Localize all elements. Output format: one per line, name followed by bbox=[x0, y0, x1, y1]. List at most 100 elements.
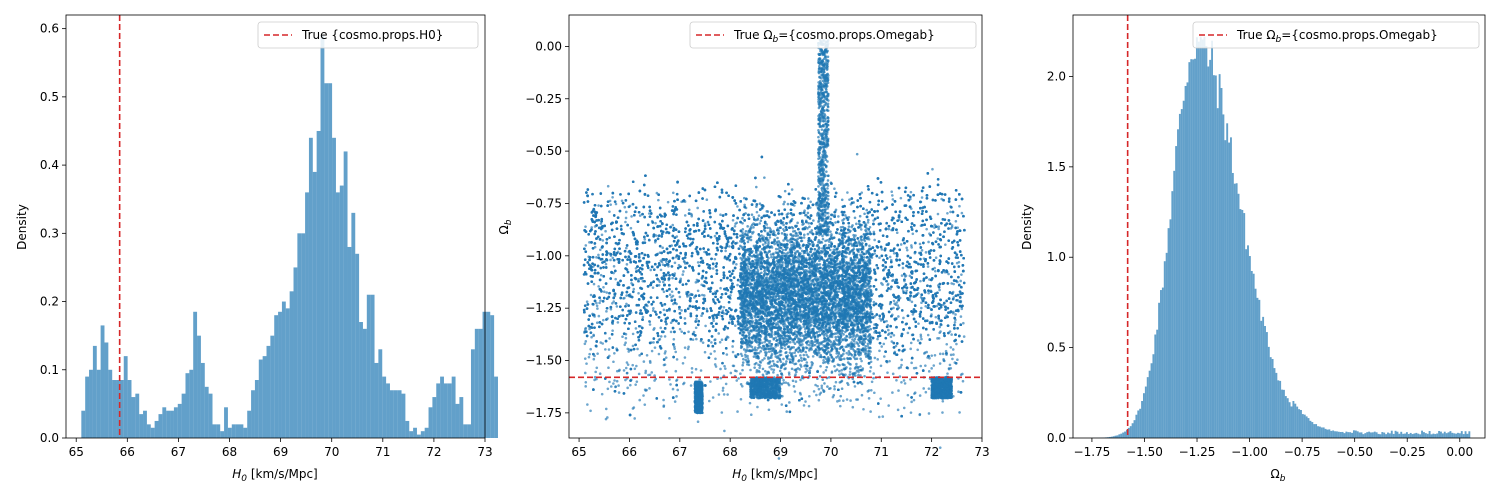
scatter-point bbox=[794, 390, 797, 393]
scatter-point bbox=[653, 374, 656, 377]
scatter-point bbox=[919, 280, 922, 283]
scatter-point bbox=[687, 330, 690, 333]
scatter-point bbox=[725, 383, 728, 386]
scatter-point bbox=[734, 324, 737, 327]
scatter-point bbox=[626, 372, 629, 375]
scatter-point bbox=[910, 342, 913, 345]
scatter-point bbox=[733, 365, 736, 368]
scatter-point bbox=[595, 378, 598, 381]
scatter-point bbox=[849, 370, 852, 373]
scatter-point bbox=[690, 384, 693, 387]
h0-histogram-bars bbox=[81, 35, 498, 438]
scatter-point bbox=[713, 350, 716, 353]
scatter-point bbox=[846, 398, 849, 401]
x-tick-label: 67 bbox=[171, 445, 186, 459]
histogram-bar bbox=[332, 138, 336, 438]
scatter-point bbox=[714, 363, 717, 366]
scatter-point bbox=[938, 225, 941, 228]
scatter-point bbox=[684, 346, 687, 349]
scatter-point bbox=[603, 290, 606, 293]
scatter-point bbox=[724, 250, 727, 253]
scatter-point bbox=[625, 247, 628, 250]
scatter-point bbox=[637, 292, 640, 295]
scatter-point bbox=[668, 417, 671, 420]
scatter-point bbox=[719, 341, 722, 344]
scatter-point bbox=[658, 353, 661, 356]
scatter-point bbox=[654, 222, 657, 225]
scatter-point bbox=[644, 370, 647, 373]
scatter-point bbox=[960, 373, 963, 376]
scatter-point bbox=[665, 260, 668, 263]
scatter-point bbox=[804, 371, 807, 374]
scatter-point bbox=[938, 289, 941, 292]
scatter-point bbox=[788, 401, 791, 404]
scatter-point bbox=[584, 340, 587, 343]
scatter-point bbox=[635, 365, 638, 368]
scatter-point bbox=[910, 401, 913, 404]
scatter-point bbox=[634, 368, 637, 371]
scatter-point bbox=[707, 221, 710, 224]
scatter-point bbox=[804, 400, 807, 403]
scatter-point bbox=[714, 235, 717, 238]
scatter-point bbox=[872, 377, 875, 380]
histogram-bar bbox=[143, 411, 147, 438]
scatter-point bbox=[684, 356, 687, 359]
scatter-point bbox=[927, 292, 930, 295]
histogram-bar bbox=[402, 394, 406, 438]
histogram-bar bbox=[209, 394, 213, 438]
scatter-point bbox=[920, 335, 923, 338]
scatter-point bbox=[643, 403, 646, 406]
scatter-point bbox=[951, 224, 954, 227]
scatter-point bbox=[913, 399, 916, 402]
scatter-point bbox=[938, 331, 941, 334]
scatter-point bbox=[592, 358, 595, 361]
scatter-point bbox=[675, 395, 678, 398]
scatter-point bbox=[660, 335, 663, 338]
scatter-point bbox=[809, 201, 812, 204]
scatter-point bbox=[680, 309, 683, 312]
scatter-point bbox=[944, 243, 947, 246]
scatter-point bbox=[910, 411, 913, 414]
h0-y-axis-label: Density bbox=[15, 204, 29, 250]
scatter-point bbox=[925, 351, 928, 354]
scatter-point bbox=[629, 384, 632, 387]
scatter-point bbox=[674, 351, 677, 354]
scatter-point bbox=[702, 341, 705, 344]
scatter-point bbox=[837, 215, 840, 218]
scatter-point bbox=[680, 330, 683, 333]
histogram-bar bbox=[328, 83, 332, 438]
scatter-point bbox=[584, 244, 587, 247]
scatter-point bbox=[961, 308, 964, 311]
scatter-point bbox=[942, 353, 945, 356]
scatter-point bbox=[652, 307, 655, 310]
x-tick-label: 72 bbox=[426, 445, 441, 459]
scatter-point bbox=[651, 350, 654, 353]
histogram-bar bbox=[189, 370, 193, 438]
scatter-point bbox=[735, 379, 738, 382]
scatter-point bbox=[732, 219, 735, 222]
histogram-bar bbox=[344, 151, 348, 438]
histogram-bar bbox=[240, 424, 244, 438]
scatter-point bbox=[712, 320, 715, 323]
scatter-point bbox=[916, 348, 919, 351]
scatter-point bbox=[710, 341, 713, 344]
histogram-bar bbox=[220, 431, 224, 438]
scatter-point bbox=[921, 196, 924, 199]
scatter-point bbox=[626, 263, 629, 266]
scatter-point bbox=[919, 413, 922, 416]
histogram-bar bbox=[413, 428, 417, 438]
scatter-point bbox=[599, 299, 602, 302]
histogram-bar bbox=[305, 192, 309, 438]
scatter-point bbox=[688, 209, 691, 212]
scatter-point bbox=[888, 228, 891, 231]
histogram-bar bbox=[436, 383, 440, 438]
scatter-point bbox=[952, 348, 955, 351]
scatter-point bbox=[799, 393, 802, 396]
scatter-point bbox=[623, 369, 626, 372]
scatter-point bbox=[880, 364, 883, 367]
scatter-point bbox=[601, 393, 604, 396]
histogram-bar bbox=[185, 373, 189, 438]
scatter-point bbox=[925, 391, 928, 394]
scatter-point bbox=[599, 372, 602, 375]
